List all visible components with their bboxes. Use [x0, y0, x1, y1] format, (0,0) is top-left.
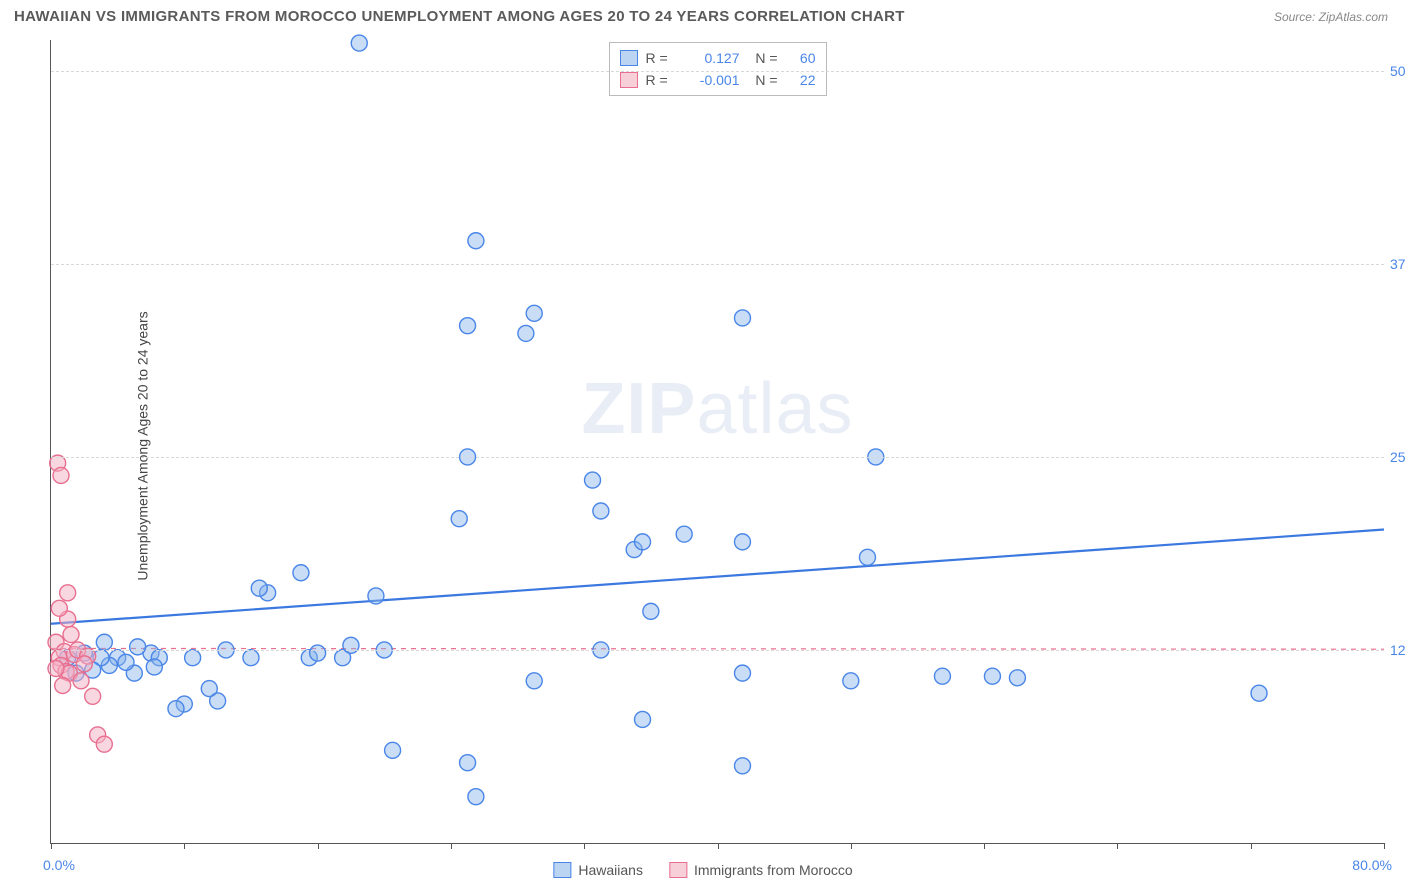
chart-title: HAWAIIAN VS IMMIGRANTS FROM MOROCCO UNEM… — [14, 8, 905, 25]
pink-data-point — [76, 656, 92, 672]
blue-data-point — [1009, 670, 1025, 686]
legend-item: Hawaiians — [553, 862, 643, 878]
pink-data-point — [60, 585, 76, 601]
x-tick — [1117, 843, 1118, 849]
blue-data-point — [526, 305, 542, 321]
blue-data-point — [1251, 685, 1267, 701]
gridline — [51, 650, 1384, 651]
blue-data-point — [676, 526, 692, 542]
blue-data-point — [168, 701, 184, 717]
blue-data-point — [635, 711, 651, 727]
x-tick — [584, 843, 585, 849]
legend-item: Immigrants from Morocco — [669, 862, 853, 878]
blue-data-point — [451, 511, 467, 527]
x-tick — [851, 843, 852, 849]
pink-data-point — [51, 600, 67, 616]
blue-data-point — [146, 659, 162, 675]
blue-data-point — [635, 534, 651, 550]
blue-data-point — [460, 318, 476, 334]
blue-regression-line — [51, 530, 1384, 624]
blue-data-point — [310, 645, 326, 661]
x-tick — [51, 843, 52, 849]
blue-data-point — [734, 665, 750, 681]
x-tick — [1384, 843, 1385, 849]
blue-data-point — [468, 789, 484, 805]
pink-data-point — [48, 661, 64, 677]
blue-data-point — [643, 603, 659, 619]
blue-data-point — [593, 503, 609, 519]
blue-data-point — [201, 681, 217, 697]
legend-label: Immigrants from Morocco — [694, 862, 853, 878]
blue-data-point — [293, 565, 309, 581]
x-tick — [184, 843, 185, 849]
x-axis-start-label: 0.0% — [43, 857, 75, 873]
legend-label: Hawaiians — [578, 862, 643, 878]
y-tick-label: 25.0% — [1390, 449, 1406, 465]
blue-data-point — [118, 654, 134, 670]
blue-data-point — [368, 588, 384, 604]
pink-data-point — [96, 736, 112, 752]
blue-data-point — [460, 755, 476, 771]
blue-data-point — [526, 673, 542, 689]
y-tick-label: 50.0% — [1390, 63, 1406, 79]
pink-data-point — [73, 673, 89, 689]
blue-data-point — [251, 580, 267, 596]
gridline — [51, 71, 1384, 72]
x-tick — [1251, 843, 1252, 849]
x-tick — [451, 843, 452, 849]
y-tick-label: 37.5% — [1390, 256, 1406, 272]
blue-data-point — [934, 668, 950, 684]
x-tick — [318, 843, 319, 849]
pink-data-point — [85, 688, 101, 704]
x-tick — [718, 843, 719, 849]
pink-data-point — [63, 627, 79, 643]
chart-plot-area: ZIPatlas R =0.127N =60R =-0.001N =22 0.0… — [50, 40, 1384, 844]
blue-data-point — [130, 639, 146, 655]
blue-data-point — [468, 233, 484, 249]
series-legend: Hawaiians Immigrants from Morocco — [553, 862, 852, 878]
blue-data-point — [843, 673, 859, 689]
y-tick-label: 12.5% — [1390, 642, 1406, 658]
source-attribution: Source: ZipAtlas.com — [1274, 10, 1388, 24]
blue-data-point — [185, 650, 201, 666]
blue-swatch-icon — [553, 862, 571, 878]
pink-data-point — [53, 467, 69, 483]
blue-data-point — [385, 742, 401, 758]
gridline — [51, 264, 1384, 265]
scatter-svg — [51, 40, 1384, 843]
blue-data-point — [585, 472, 601, 488]
blue-data-point — [734, 758, 750, 774]
blue-data-point — [351, 35, 367, 51]
pink-data-point — [55, 677, 71, 693]
blue-data-point — [734, 534, 750, 550]
blue-data-point — [96, 634, 112, 650]
pink-swatch-icon — [669, 862, 687, 878]
blue-data-point — [734, 310, 750, 326]
blue-data-point — [984, 668, 1000, 684]
blue-data-point — [243, 650, 259, 666]
blue-data-point — [859, 549, 875, 565]
blue-data-point — [518, 325, 534, 341]
x-tick — [984, 843, 985, 849]
gridline — [51, 457, 1384, 458]
x-axis-end-label: 80.0% — [1352, 857, 1392, 873]
